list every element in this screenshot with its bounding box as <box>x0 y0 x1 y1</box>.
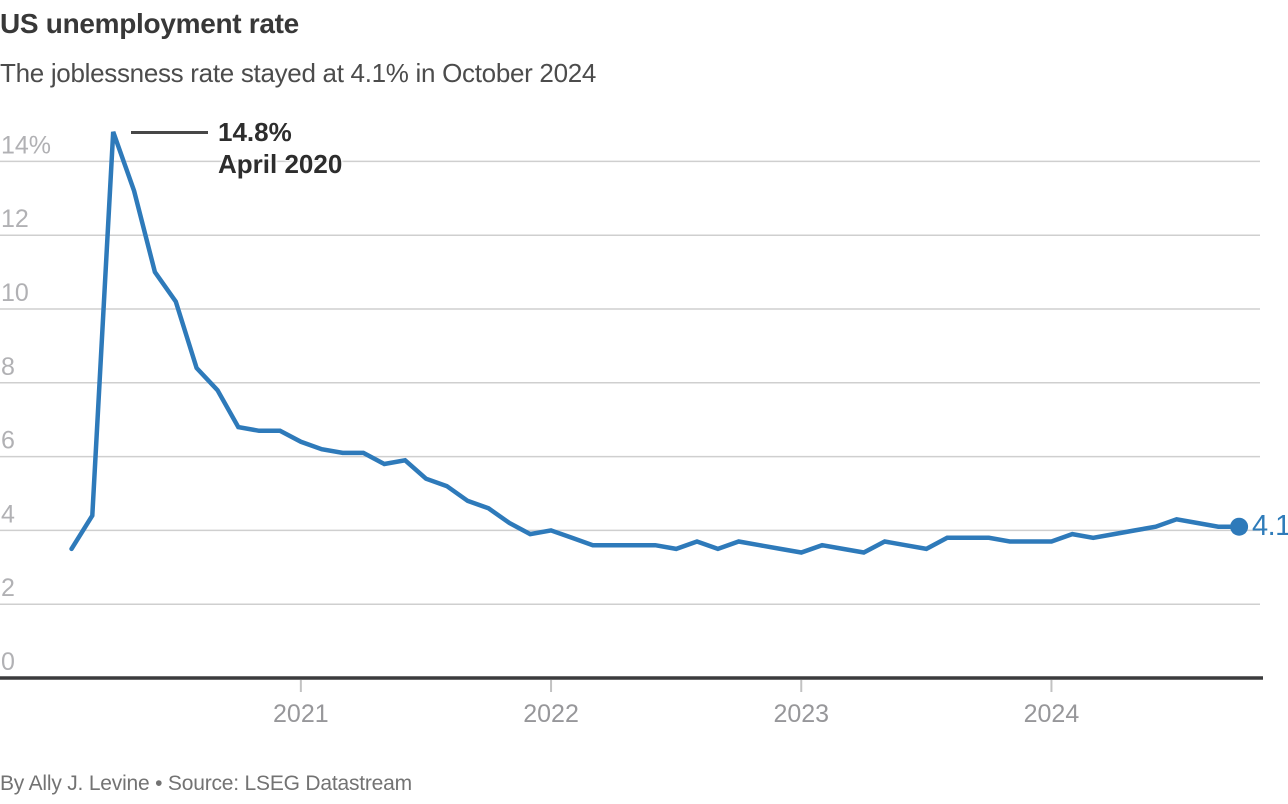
latest-value-label: 4.1 <box>1252 510 1288 542</box>
chart-title: US unemployment rate <box>0 8 299 39</box>
y-tick-label: 0 <box>1 648 15 676</box>
annotation-peak-value: 14.8% <box>218 117 292 147</box>
y-tick-label: 8 <box>1 353 15 381</box>
chart-subtitle: The joblessness rate stayed at 4.1% in O… <box>0 58 597 88</box>
end-point-marker <box>1230 517 1249 536</box>
unemployment-line <box>69 131 1242 555</box>
y-tick-label: 10 <box>1 279 29 307</box>
annotation-connector-line <box>131 131 208 134</box>
annotation-peak-date: April 2020 <box>218 149 343 179</box>
x-tick-label: 2022 <box>523 700 579 728</box>
y-tick-label: 12 <box>1 205 29 233</box>
byline-source-credit: By Ally J. Levine • Source: LSEG Datastr… <box>0 772 412 795</box>
y-tick-label: 6 <box>1 427 15 455</box>
x-tick-label: 2023 <box>773 700 829 728</box>
x-tick-label: 2024 <box>1024 700 1080 728</box>
y-tick-label: 2 <box>1 574 15 602</box>
y-tick-label: 14% <box>1 131 51 159</box>
y-tick-label: 4 <box>1 500 15 528</box>
x-tick-label: 2021 <box>273 700 329 728</box>
